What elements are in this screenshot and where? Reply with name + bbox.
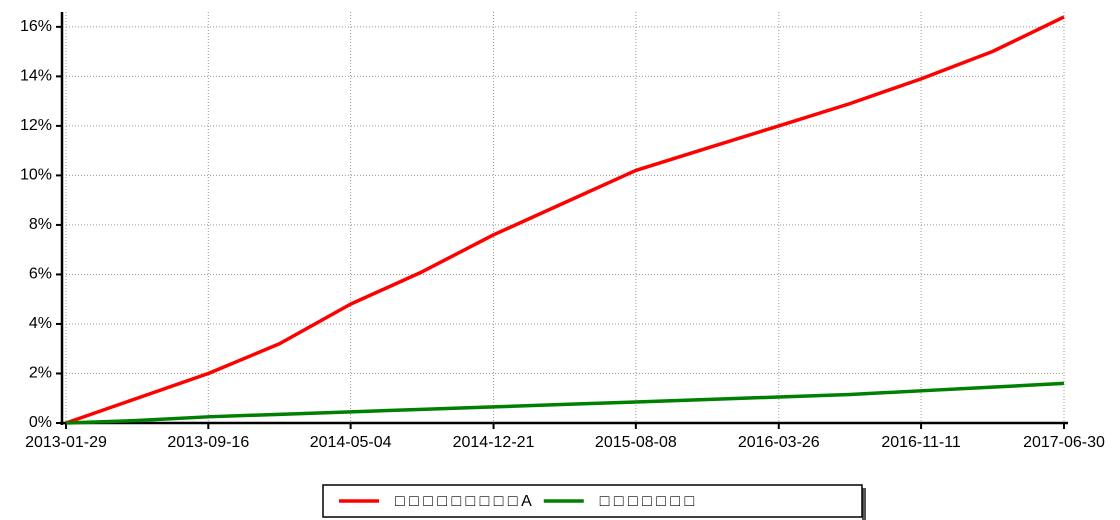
series-line: [65, 15, 1065, 425]
y-tick-label: 8%: [29, 216, 52, 233]
y-tick-label: 14%: [20, 68, 52, 85]
y-tick-label: 12%: [20, 117, 52, 134]
series-line: [65, 381, 1065, 425]
y-tick-label: 6%: [29, 266, 52, 283]
y-tick-label: 0%: [29, 414, 52, 431]
y-tick-label: 4%: [29, 315, 52, 332]
x-tick-label: 2014-12-21: [453, 434, 535, 451]
legend-label: □ □ □ □ □ □ □ □ □ A: [395, 493, 532, 510]
x-tick-label: 2013-01-29: [25, 434, 107, 451]
legend-label: □ □ □ □ □ □ □: [600, 493, 695, 510]
legend: [322, 484, 863, 518]
x-tick-label: 2013-09-16: [167, 434, 249, 451]
y-tick-label: 16%: [20, 18, 52, 35]
x-tick-label: 2016-03-26: [738, 434, 820, 451]
y-tick-label: 2%: [29, 365, 52, 382]
x-tick-label: 2016-11-11: [881, 434, 961, 451]
x-tick-label: 2017-06-30: [1023, 434, 1105, 451]
x-tick-label: 2015-08-08: [595, 434, 677, 451]
x-tick-label: 2014-05-04: [310, 434, 392, 451]
y-tick-label: 10%: [20, 167, 52, 184]
legend-shadow: [862, 488, 866, 520]
